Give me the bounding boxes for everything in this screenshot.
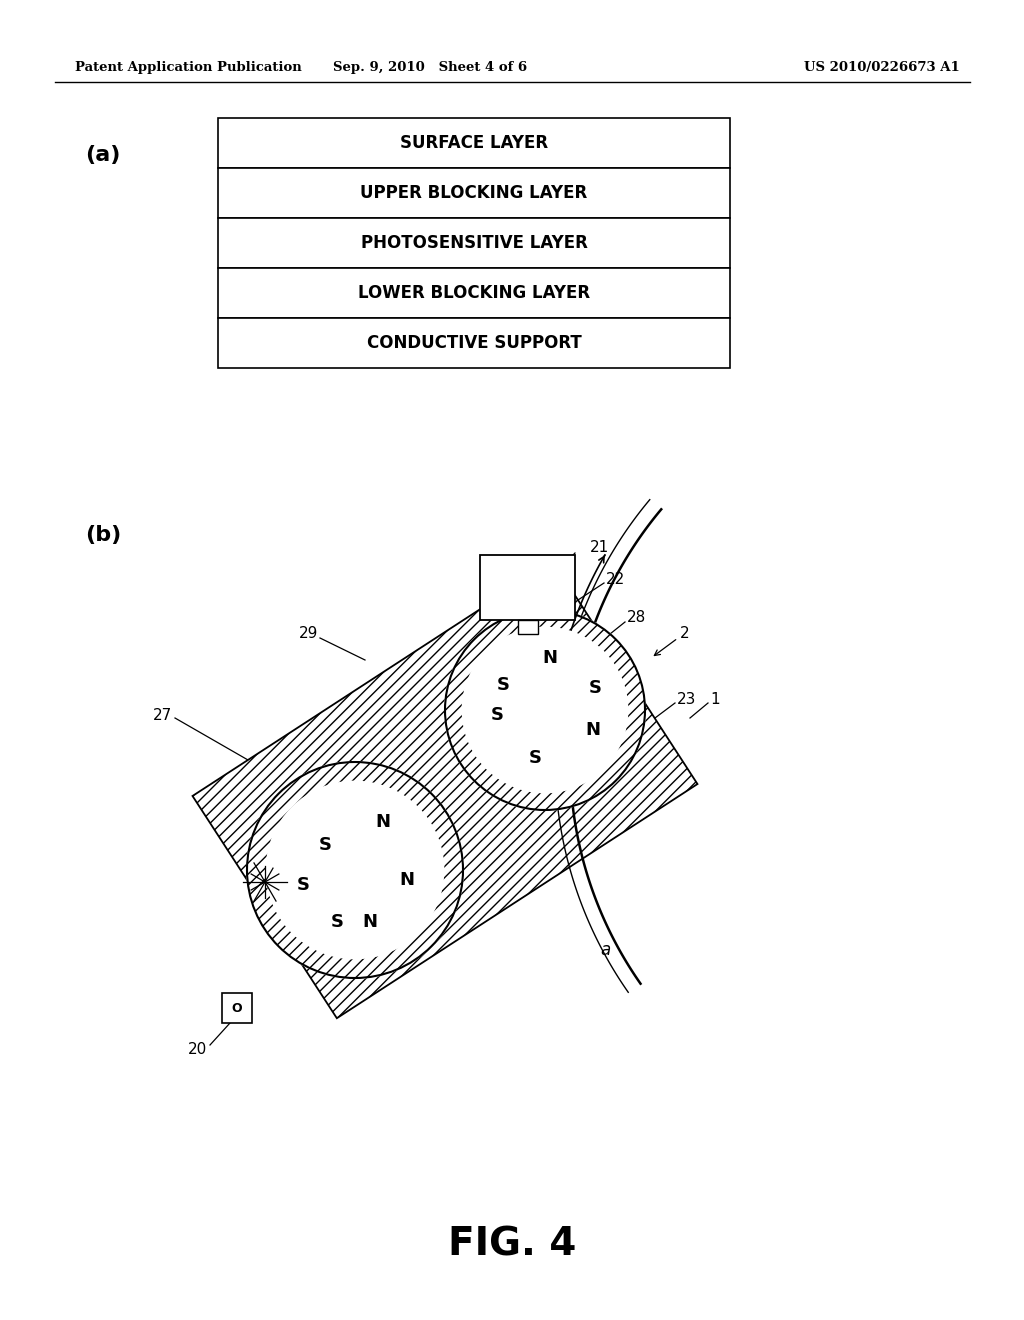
Text: N: N	[376, 813, 390, 832]
Bar	[218, 318, 730, 368]
Bar	[218, 268, 730, 318]
Polygon shape	[193, 562, 697, 1018]
Text: N: N	[543, 649, 557, 667]
Text: S: S	[589, 678, 601, 697]
Text: LOWER BLOCKING LAYER: LOWER BLOCKING LAYER	[358, 284, 590, 302]
Text: 22: 22	[606, 573, 626, 587]
Text: 20: 20	[188, 1043, 207, 1057]
Text: O: O	[231, 1002, 243, 1015]
Circle shape	[267, 781, 443, 958]
Bar	[480, 554, 575, 620]
Text: 28: 28	[627, 610, 646, 626]
Bar	[222, 993, 252, 1023]
Text: PHOTOSENSITIVE LAYER: PHOTOSENSITIVE LAYER	[360, 234, 588, 252]
Text: S: S	[331, 913, 343, 931]
Text: (b): (b)	[85, 525, 121, 545]
Text: N: N	[586, 721, 600, 739]
Bar	[517, 620, 538, 634]
Text: CONDUCTIVE SUPPORT: CONDUCTIVE SUPPORT	[367, 334, 582, 352]
Circle shape	[463, 628, 627, 792]
Text: N: N	[362, 913, 378, 931]
Text: Patent Application Publication: Patent Application Publication	[75, 62, 302, 74]
Text: 2: 2	[680, 626, 689, 640]
Text: 23: 23	[677, 693, 696, 708]
Bar	[218, 218, 730, 268]
Text: 30: 30	[538, 785, 557, 800]
Text: US 2010/0226673 A1: US 2010/0226673 A1	[804, 62, 961, 74]
Bar	[218, 117, 730, 168]
Text: 29: 29	[299, 626, 318, 640]
Text: S: S	[528, 748, 542, 767]
Text: (a): (a)	[85, 145, 121, 165]
Text: SURFACE LAYER: SURFACE LAYER	[400, 135, 548, 152]
Text: FIG. 4: FIG. 4	[447, 1226, 577, 1265]
Text: a: a	[600, 941, 610, 960]
Text: 21: 21	[590, 540, 609, 556]
Circle shape	[247, 762, 463, 978]
Text: S: S	[318, 836, 332, 854]
Text: S: S	[490, 706, 504, 723]
Text: 1: 1	[710, 693, 720, 708]
Bar	[218, 168, 730, 218]
Text: 30: 30	[385, 953, 404, 968]
Text: S: S	[497, 676, 510, 694]
Text: S: S	[297, 876, 309, 894]
Circle shape	[445, 610, 645, 810]
Text: N: N	[399, 871, 415, 888]
Text: Sep. 9, 2010   Sheet 4 of 6: Sep. 9, 2010 Sheet 4 of 6	[333, 62, 527, 74]
Text: UPPER BLOCKING LAYER: UPPER BLOCKING LAYER	[360, 183, 588, 202]
Text: 27: 27	[153, 708, 172, 722]
